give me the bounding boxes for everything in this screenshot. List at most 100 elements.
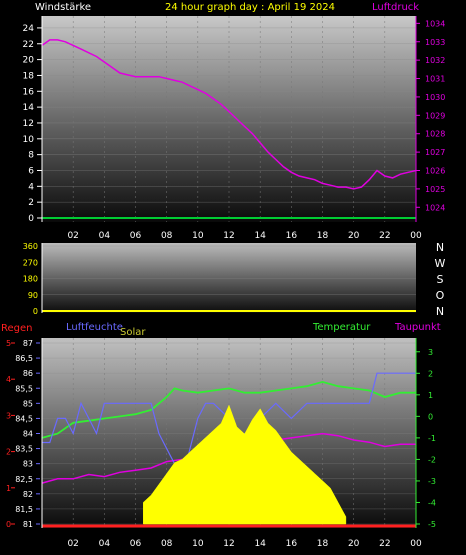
panel2-tick-label: 270 (23, 258, 38, 267)
legend-luftfeuchte: Luftfeuchte (66, 322, 123, 333)
direction-label: O (436, 289, 445, 302)
panel1-x-tick-label: 08 (161, 231, 173, 241)
header-wind-label: Windstärke (35, 2, 91, 13)
header-title: 24 hour graph day : April 19 2024 (165, 2, 335, 13)
panel3-humidity-tick-label: 86,5 (15, 354, 33, 363)
panel3-humidity-tick-label: 81,5 (15, 505, 33, 514)
panel3-humidity-tick-label: 83 (23, 460, 33, 469)
panel1-x-tick-label: 16 (286, 231, 298, 241)
panel3-humidity-tick-label: 82,5 (15, 475, 33, 484)
panel1-left-tick-label: 10 (23, 135, 35, 145)
rain-tick-label: 1 (6, 484, 11, 493)
panel1-right-tick-label: 1034 (425, 19, 445, 28)
panel1-x-tick-label: 18 (317, 231, 329, 241)
panel1-right-tick-label: 1029 (425, 111, 445, 120)
panel3-x-tick-label: 16 (286, 539, 298, 549)
panel1-left-tick-label: 22 (23, 40, 34, 50)
direction-label: W (435, 257, 446, 270)
panel1-right-tick-label: 1030 (425, 93, 445, 102)
panel3-right-tick-label: -4 (428, 498, 436, 507)
legend-temperatur: Temperatur (312, 322, 371, 333)
panel3-right-tick-label: 3 (428, 348, 433, 357)
solar-area (143, 404, 347, 525)
panel3-x-tick-label: 10 (192, 539, 204, 549)
panel2-tick-label: 180 (23, 275, 38, 284)
panel2-tick-label: 360 (23, 242, 38, 251)
direction-label: N (436, 305, 444, 318)
panel1-left-tick-label: 4 (28, 182, 34, 192)
rain-tick-label: 4 (6, 375, 11, 384)
panel3-right-tick-label: -1 (428, 434, 436, 443)
panel1-left-tick-label: 18 (23, 71, 35, 81)
panel1-x-tick-label: 20 (348, 231, 360, 241)
panel3-humidity-tick-label: 86 (23, 369, 33, 378)
panel3-humidity-tick-label: 84 (23, 430, 33, 439)
panel1-x-tick-label: 02 (67, 231, 78, 241)
panel3-right-tick-label: -3 (428, 477, 436, 486)
panel1-left-tick-label: 12 (23, 119, 34, 129)
panel3-x-tick-label: 08 (161, 539, 173, 549)
panel1-left-tick-label: 16 (23, 87, 35, 97)
panel3-x-tick-label: 22 (379, 539, 390, 549)
panel3-humidity-tick-label: 84,5 (15, 414, 33, 423)
panel1-left-tick-label: 8 (28, 151, 34, 161)
panel3-x-tick-label: 06 (130, 539, 142, 549)
panel1-right-tick-label: 1024 (425, 203, 445, 212)
panel1-left-tick-label: 2 (28, 198, 34, 208)
panel1-left-tick-label: 14 (23, 103, 35, 113)
rain-tick-label: 2 (6, 448, 11, 457)
panel1-x-tick-label: 14 (254, 231, 266, 241)
panel3-right-tick-label: -2 (428, 455, 436, 464)
direction-label: N (436, 241, 444, 254)
panel1-x-tick-label: 10 (192, 231, 204, 241)
rain-tick-label: 3 (6, 411, 11, 420)
header-pressure-label: Luftdruck (372, 2, 419, 13)
panel3-right-tick-label: -5 (428, 520, 436, 529)
panel3-x-tick-label: 02 (67, 539, 78, 549)
panel1-x-tick-label: 00 (410, 231, 422, 241)
panel3-humidity-tick-label: 83,5 (15, 445, 33, 454)
legend-taupunkt: Taupunkt (394, 322, 441, 333)
panel1-left-tick-label: 24 (23, 24, 35, 34)
panel1-right-tick-label: 1033 (425, 38, 445, 47)
panel3-x-tick-label: 00 (410, 539, 422, 549)
panel3-x-tick-label: 18 (317, 539, 329, 549)
panel1-right-tick-label: 1031 (425, 75, 445, 84)
panel2-tick-label: 0 (33, 307, 38, 316)
panel1-left-tick-label: 20 (23, 56, 35, 66)
panel3-x-tick-label: 14 (254, 539, 266, 549)
panel3-humidity-tick-label: 82 (23, 490, 33, 499)
rain-tick-label: 0 (6, 520, 11, 529)
legend-solar: Solar (120, 327, 146, 338)
temperature-line (41, 380, 416, 439)
panel3-humidity-tick-label: 85 (23, 399, 33, 408)
panel3-humidity-tick-label: 81 (23, 520, 33, 529)
panel3-humidity-tick-label: 87 (23, 339, 33, 348)
panel1-right-tick-label: 1032 (425, 56, 445, 65)
panel1-right-tick-label: 1028 (425, 130, 445, 139)
panel3-x-tick-label: 04 (99, 539, 111, 549)
panel1-left-tick-label: 0 (28, 214, 34, 224)
panel2-tick-label: 90 (28, 291, 38, 300)
panel1-x-tick-label: 06 (130, 231, 142, 241)
panel3-right-tick-label: 0 (428, 412, 433, 421)
panel1-x-tick-label: 22 (379, 231, 390, 241)
humidity-line (42, 372, 416, 481)
panel1-right-tick-label: 1025 (425, 185, 445, 194)
panel3-right-tick-label: 1 (428, 391, 433, 400)
panel3-x-tick-label: 20 (348, 539, 360, 549)
pressure-line (41, 39, 417, 190)
panel1-right-tick-label: 1026 (425, 167, 445, 176)
panel1-x-tick-label: 12 (223, 231, 234, 241)
panel3-humidity-tick-label: 85,5 (15, 384, 33, 393)
direction-label: S (437, 273, 444, 286)
panel3-right-tick-label: 2 (428, 369, 433, 378)
legend-regen: Regen (1, 323, 33, 334)
panel1-right-tick-label: 1027 (425, 148, 445, 157)
panel3-x-tick-label: 12 (223, 539, 234, 549)
panel1-x-tick-label: 04 (99, 231, 111, 241)
panel1-left-tick-label: 6 (28, 166, 34, 176)
panel2-background (42, 243, 416, 313)
rain-tick-label: 5 (6, 339, 11, 348)
